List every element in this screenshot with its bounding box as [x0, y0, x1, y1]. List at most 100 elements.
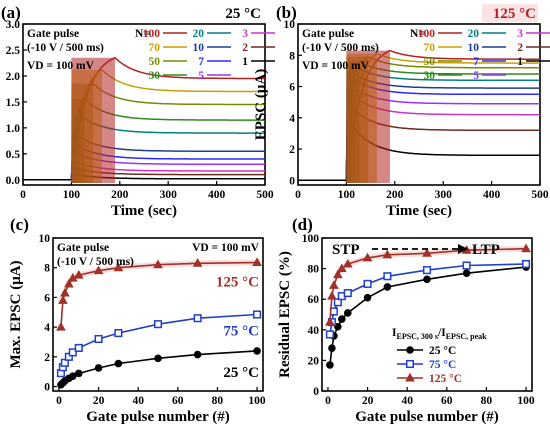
y-tick-label: 0: [289, 175, 295, 187]
y-tick-label: 6: [289, 82, 295, 94]
x-tick-label: 400: [208, 189, 226, 201]
panel-label: (c): [10, 215, 29, 234]
epsc-curve-n1: [23, 172, 265, 181]
plot-frame: [297, 23, 541, 186]
data-point: [253, 347, 261, 355]
y-tick-label: 0: [44, 382, 50, 394]
y-tick-label: 10: [284, 19, 296, 31]
y-tick-label: 2: [289, 144, 295, 156]
data-point: [343, 309, 352, 317]
ratio-label: IEPSC, 300 s/IEPSC, peak: [392, 327, 487, 341]
legend-label-n70: 70: [424, 42, 436, 54]
y-tick-label: 60: [308, 294, 320, 306]
legend-label-n7: 7: [473, 56, 479, 68]
y-tick-label: 0.5: [6, 149, 21, 161]
label-25C: 25 °C: [223, 365, 259, 381]
x-tick-label: 100: [338, 189, 356, 201]
ratio-ratio_label_sub2: EPSC, peak: [446, 332, 487, 341]
data-point: [462, 269, 471, 277]
epsc-curve-n20: [298, 65, 540, 182]
legend-title: N=: [135, 28, 150, 40]
x-tick-label: 0: [56, 395, 62, 407]
data-point: [338, 315, 346, 323]
legend-label-n1: 1: [242, 56, 248, 68]
y-tick-label: 3.0: [6, 19, 21, 31]
legend-label-n2: 2: [517, 42, 523, 54]
data-point: [94, 334, 103, 344]
data-point: [422, 266, 432, 275]
gate-pulse-condition: (-10 V / 500 ms): [302, 42, 379, 54]
panel-a: 0 100 200 300 400 500 0.0 0.5 1.0 1.5 2.0 2.5 3.0 Gat…: [1, 3, 275, 219]
data-point: [94, 364, 103, 372]
data-point: [327, 290, 337, 300]
label-75C: 75 °C: [223, 324, 259, 340]
x-tick-label: 80: [212, 395, 224, 407]
data-point: [328, 344, 336, 352]
data-point: [363, 279, 372, 288]
epsc-curve-n5: [23, 150, 265, 181]
x-tick-label: 500: [531, 189, 549, 201]
legend-label-n1: 1: [517, 56, 523, 68]
label-125C: 125 °C: [216, 275, 259, 291]
panel-label: (d): [292, 215, 313, 234]
data-point: [325, 330, 334, 339]
data-point: [252, 257, 262, 267]
panel-label: (b): [276, 3, 297, 22]
data-point: [113, 262, 124, 272]
y-tick-label: 20: [308, 355, 320, 367]
temperature-label-bg: [482, 4, 538, 22]
y-tick-label: 0: [313, 386, 319, 398]
x-tick-label: 100: [517, 395, 535, 407]
data-point: [68, 348, 77, 357]
legend-label-n70: 70: [149, 42, 161, 54]
panel-c: 0 20 40 60 80 100 0 2 4 6 8 10 Gate pulse number (#)…: [8, 215, 266, 425]
legend-label-n7: 7: [198, 56, 204, 68]
data-point: [253, 310, 262, 319]
data-point: [342, 258, 353, 268]
vd-label: VD = 100 mV: [27, 60, 95, 72]
epsc-curve-n30: [23, 99, 265, 181]
y-tick-label: 1.5: [6, 97, 21, 109]
y-tick-label: 0.0: [6, 175, 21, 187]
series-highlight-band: [60, 259, 258, 331]
legend-label-n20: 20: [193, 28, 205, 40]
data-point: [63, 278, 74, 288]
x-tick-label: 400: [483, 189, 501, 201]
temperature-label: 125 °C: [493, 6, 536, 22]
data-point: [326, 361, 334, 369]
x-tick-label: 100: [63, 189, 81, 201]
y-tick-label: 2: [44, 352, 50, 364]
x-tick-label: 0: [325, 395, 331, 407]
plot-frame: [321, 237, 533, 392]
x-tick-label: 300: [435, 189, 453, 201]
data-point: [462, 261, 471, 270]
gate-pulse-label: Gate pulse: [27, 28, 79, 40]
data-point: [383, 283, 392, 291]
panel-label: (a): [1, 3, 21, 22]
data-point: [325, 316, 335, 326]
x-tick-label: 300: [160, 189, 178, 201]
legend-label-0: 25 °C: [429, 345, 456, 357]
data-point: [193, 314, 202, 323]
y-tick-label: 4: [44, 322, 50, 334]
data-point: [60, 287, 70, 297]
epsc-curve-n1: [298, 115, 540, 182]
x-tick-label: 500: [256, 189, 274, 201]
pulse-band-n100: [346, 50, 390, 183]
data-point: [93, 265, 104, 275]
y-tick-label: 2.5: [6, 45, 21, 57]
y-tick-label: 4: [289, 113, 295, 125]
pulse-band-n100: [71, 57, 115, 183]
x-tick-label: 200: [386, 189, 404, 201]
x-axis-title: Time (sec): [386, 203, 452, 219]
x-tick-label: 80: [481, 395, 493, 407]
legend-label-n2: 2: [242, 42, 248, 54]
data-point: [153, 259, 163, 269]
data-point: [74, 343, 83, 352]
vd-label: VD = 100 mV: [192, 242, 260, 254]
y-axis-title: Max. EPSC (μA): [8, 260, 24, 368]
legend-label-n100: 100: [143, 28, 161, 40]
x-tick-label: 60: [441, 395, 453, 407]
data-point: [332, 269, 343, 279]
